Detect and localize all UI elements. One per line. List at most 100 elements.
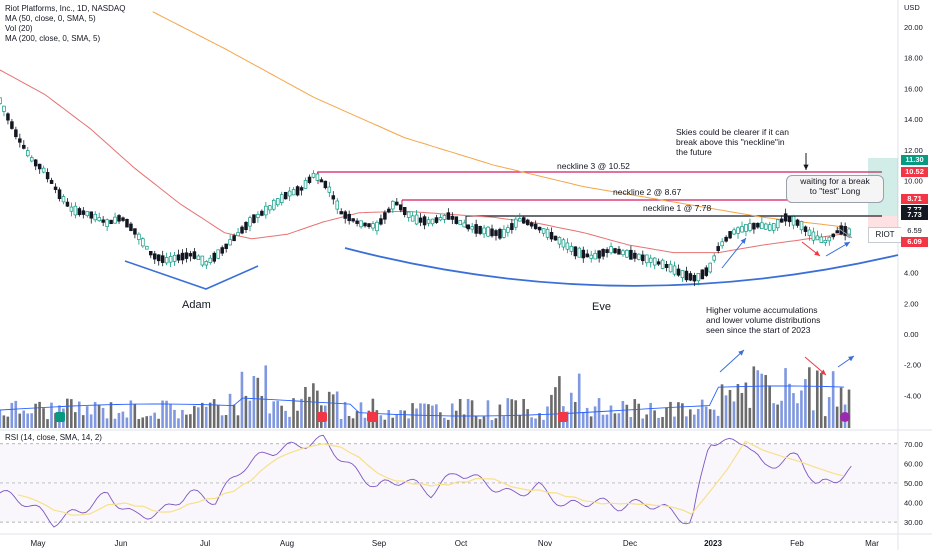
volume-bar (677, 402, 680, 428)
volume-bar (383, 419, 387, 428)
volume-bar (113, 418, 117, 428)
candle-body (283, 191, 288, 200)
candle-body (65, 201, 70, 207)
volume-bar (601, 414, 605, 428)
volume-bar (38, 401, 41, 428)
volume-bar (629, 416, 633, 428)
rsi-tick-label: 40.00 (904, 499, 923, 508)
candle-body (462, 222, 466, 228)
skies-arrow-head (803, 164, 809, 170)
candle-body (335, 200, 340, 210)
volume-bar (780, 400, 783, 428)
candle-body (236, 232, 240, 237)
volume-bar (704, 406, 708, 428)
candle-body (375, 221, 379, 232)
candle-body (97, 217, 101, 222)
candle-body (2, 105, 6, 112)
price-tag: 6.59 (901, 226, 928, 236)
candle-body (668, 263, 673, 273)
volume-bar (716, 415, 720, 428)
candle-body (204, 261, 209, 266)
candle-body (660, 259, 665, 269)
volume-bar (637, 403, 641, 428)
volume-bar (73, 412, 77, 428)
candle-body (287, 190, 292, 197)
candle-body (692, 275, 697, 282)
up-arrow-head (844, 242, 850, 247)
price-tick-label: 20.00 (904, 23, 923, 32)
skies-note-line: the future (676, 147, 712, 157)
volume-bar (478, 419, 482, 428)
candle-body (343, 211, 347, 219)
volume-ma-line (0, 385, 845, 417)
candle-body (815, 235, 820, 241)
candle-body (827, 236, 832, 242)
volume-bar (597, 398, 601, 428)
candle-body (339, 211, 343, 215)
volume-bar (510, 399, 514, 428)
volume-bar (764, 375, 768, 428)
volume-bar (732, 401, 736, 428)
rsi-tick-label: 30.00 (904, 518, 923, 527)
candle-body (387, 208, 391, 213)
volume-bar (756, 370, 760, 428)
candle-body (549, 232, 554, 240)
volume-bar (462, 414, 466, 428)
volume-bar (212, 399, 216, 428)
volume-bar (133, 404, 137, 428)
volume-bar (335, 391, 339, 428)
candle-body (355, 220, 359, 224)
volume-bar (272, 401, 275, 428)
event-marker (55, 412, 65, 422)
volume-bar (34, 403, 37, 428)
adam-v-line (124, 260, 259, 290)
candle-body (164, 257, 169, 264)
volume-bar (696, 409, 700, 428)
candle-body (768, 224, 772, 231)
month-label: Feb (790, 539, 804, 548)
volume-bar (165, 400, 168, 428)
rsi-tick-label: 60.00 (904, 459, 923, 468)
candle-body (18, 138, 22, 143)
candle-body (581, 249, 586, 259)
volume-bar (808, 367, 811, 428)
month-label: 2023 (704, 539, 722, 548)
skies-note: Skies could be clearer if it can break a… (676, 127, 789, 157)
volume-bar (117, 412, 121, 428)
volume-bar (776, 404, 779, 428)
candle-body (458, 220, 463, 226)
candle-body (105, 219, 109, 227)
volume-bar (351, 418, 355, 428)
volume-bar (10, 402, 14, 428)
volume-bar (395, 414, 398, 428)
volume-bar (355, 411, 359, 428)
symbol-badge: RIOT (868, 227, 902, 243)
candle-body (363, 222, 367, 227)
volume-bar (506, 398, 510, 428)
candle-body (240, 226, 244, 234)
callout-arrow-head (846, 232, 852, 238)
volume-bar (625, 404, 629, 428)
volume-bar (605, 414, 609, 428)
volume-bar (77, 401, 81, 428)
candle-body (351, 218, 355, 222)
candle-body (490, 228, 494, 237)
volume-bar (720, 384, 724, 428)
volume-bar (538, 413, 541, 428)
candle-body (14, 129, 18, 138)
volume-bar (387, 410, 391, 428)
up-arrow (719, 349, 745, 373)
rsi-line (0, 434, 852, 528)
candle-body (228, 239, 232, 246)
candle-body (145, 245, 149, 250)
candle-body (156, 254, 161, 262)
candle-body (728, 231, 732, 239)
volume-bar (466, 398, 470, 428)
candle-body (295, 186, 300, 196)
volume-bar (784, 368, 787, 428)
candle-body (133, 228, 137, 235)
volume-bar (708, 409, 712, 428)
legend-ma50: MA (50, close, 0, SMA, 5) (5, 14, 96, 23)
volume-bar (173, 409, 176, 428)
candle-body (803, 226, 808, 232)
